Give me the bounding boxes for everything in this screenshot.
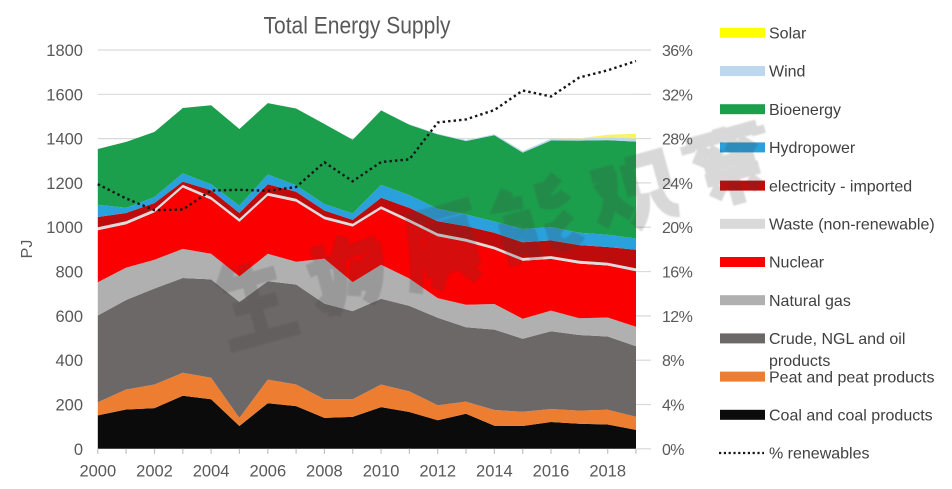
svg-text:1200: 1200 <box>46 175 83 193</box>
svg-text:2016: 2016 <box>533 463 570 481</box>
svg-text:Waste (non-renewable): Waste (non-renewable) <box>769 217 935 234</box>
svg-text:Total Energy Supply: Total Energy Supply <box>264 13 452 40</box>
svg-text:1000: 1000 <box>46 219 83 237</box>
svg-text:2012: 2012 <box>419 463 456 481</box>
svg-text:20%: 20% <box>662 220 693 237</box>
svg-text:32%: 32% <box>662 87 693 104</box>
svg-text:1600: 1600 <box>46 86 83 104</box>
svg-text:Bioenergy: Bioenergy <box>769 102 841 119</box>
svg-text:products: products <box>769 353 830 370</box>
svg-text:Crude, NGL and oil: Crude, NGL and oil <box>769 331 905 348</box>
svg-text:28%: 28% <box>662 132 693 149</box>
svg-text:36%: 36% <box>662 43 693 60</box>
svg-text:Natural gas: Natural gas <box>769 293 851 310</box>
svg-text:800: 800 <box>55 264 83 282</box>
svg-text:Hydropower: Hydropower <box>769 140 856 157</box>
svg-text:1400: 1400 <box>46 131 83 149</box>
svg-text:Peat and peat products: Peat and peat products <box>769 369 934 386</box>
svg-text:PJ: PJ <box>19 240 36 259</box>
svg-text:0: 0 <box>74 441 83 459</box>
svg-text:2006: 2006 <box>249 463 286 481</box>
svg-text:electricity - imported: electricity - imported <box>769 178 912 195</box>
svg-text:Coal and coal products: Coal and coal products <box>769 408 933 425</box>
svg-text:2000: 2000 <box>79 463 116 481</box>
svg-text:600: 600 <box>55 308 83 326</box>
svg-text:2010: 2010 <box>363 463 400 481</box>
svg-text:2014: 2014 <box>476 463 513 481</box>
svg-text:Solar: Solar <box>769 26 807 43</box>
svg-text:2008: 2008 <box>306 463 343 481</box>
svg-text:Nuclear: Nuclear <box>769 255 825 272</box>
svg-text:1800: 1800 <box>46 42 83 60</box>
svg-text:2004: 2004 <box>193 463 230 481</box>
svg-text:Wind: Wind <box>769 64 805 81</box>
svg-text:2002: 2002 <box>136 463 173 481</box>
svg-text:4%: 4% <box>662 398 684 415</box>
svg-text:200: 200 <box>55 397 83 415</box>
svg-text:12%: 12% <box>662 309 693 326</box>
svg-text:% renewables: % renewables <box>769 446 870 463</box>
svg-text:16%: 16% <box>662 265 693 282</box>
svg-text:8%: 8% <box>662 353 684 370</box>
svg-text:2018: 2018 <box>589 463 626 481</box>
svg-text:0%: 0% <box>662 442 684 459</box>
svg-text:400: 400 <box>55 352 83 370</box>
